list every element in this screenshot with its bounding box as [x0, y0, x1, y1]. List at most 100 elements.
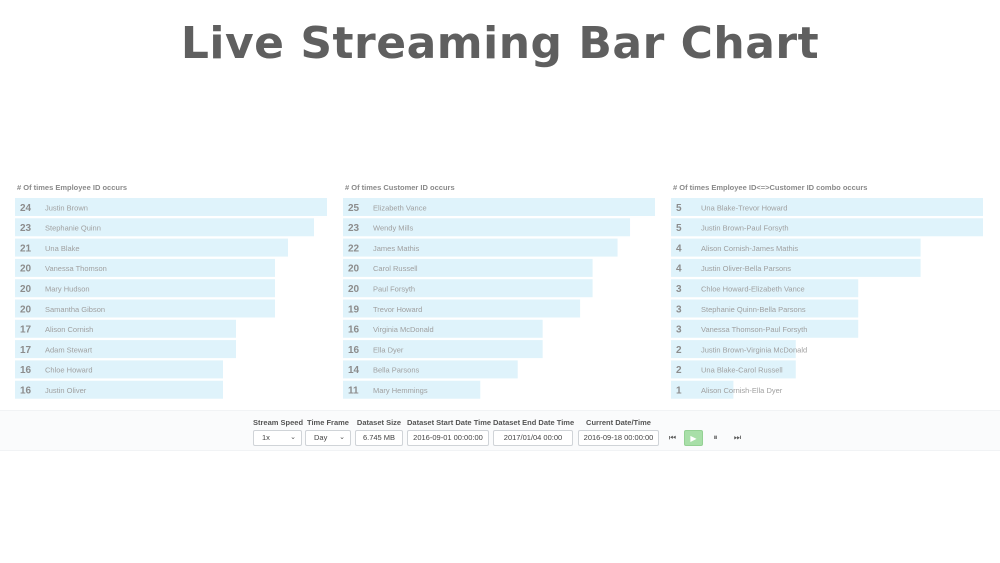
bar-value-label: 1 — [676, 386, 682, 397]
bar-value-label: 20 — [20, 264, 32, 275]
bar — [343, 319, 543, 338]
start-date-label: Dataset Start Date Time — [407, 418, 492, 427]
time-frame-group: Time Frame Day ⌄ — [305, 417, 351, 446]
time-frame-value: Day — [314, 433, 328, 442]
stream-speed-label: Stream Speed — [253, 418, 304, 427]
bar-category-label: Wendy Mills — [373, 224, 414, 233]
pause-button[interactable]: ⏸ — [706, 430, 725, 446]
skip-forward-button[interactable]: ⏭ — [728, 430, 747, 446]
bar — [15, 238, 288, 257]
bar-category-label: Trevor Howard — [373, 305, 422, 314]
dataset-size-value: 6.745 MB — [355, 430, 403, 446]
chart-employee-id: # Of times Employee ID occurs 24 Justin B… — [15, 180, 327, 402]
bar — [671, 340, 796, 359]
play-button[interactable]: ▶ — [684, 430, 703, 446]
current-date-group: Current Date/Time 2016-09-18 00:00:00 — [578, 417, 659, 446]
bar — [671, 380, 734, 399]
dataset-size-group: Dataset Size 6.745 MB — [355, 417, 403, 446]
bar — [671, 299, 859, 318]
bar-value-label: 16 — [20, 386, 32, 397]
bar — [343, 218, 631, 237]
bar-category-label: James Mathis — [373, 244, 420, 253]
bar — [15, 380, 223, 399]
bar-category-label: Bella Parsons — [373, 366, 420, 375]
bar-value-label: 23 — [348, 223, 360, 234]
bar-category-label: Paul Forsyth — [373, 285, 415, 294]
chart-title: # Of times Employee ID occurs — [17, 183, 128, 192]
current-date-label: Current Date/Time — [586, 418, 651, 427]
bar-category-label: Justin Brown — [45, 203, 88, 212]
bar-value-label: 19 — [348, 304, 360, 315]
bar-category-label: Una Blake — [45, 244, 80, 253]
chart-title: # Of times Customer ID occurs — [345, 183, 455, 192]
skip-forward-icon: ⏭ — [733, 433, 742, 442]
end-date-group: Dataset End Date Time 2017/01/04 00:00 — [493, 417, 574, 446]
chart-title: # Of times Employee ID<=>Customer ID com… — [673, 183, 868, 192]
bar — [671, 258, 921, 277]
bar — [671, 360, 796, 379]
bar-category-label: Justin Oliver — [45, 386, 87, 395]
time-frame-label: Time Frame — [307, 418, 349, 427]
bar-category-label: Samantha Gibson — [45, 305, 105, 314]
bar — [15, 198, 327, 216]
stream-controls-bar: Stream Speed 1x ⌄ Time Frame Day ⌄ Datas… — [0, 410, 1000, 451]
bar-value-label: 16 — [348, 325, 360, 336]
chevron-down-icon: ⌄ — [290, 434, 296, 441]
stream-speed-value: 1x — [262, 433, 270, 442]
bar-value-label: 2 — [676, 365, 682, 376]
bar — [343, 340, 543, 359]
bar-chart-employee-id: 24 Justin Brown 23 Stephanie Quinn 21 Una Bla… — [15, 198, 327, 399]
bar — [343, 279, 593, 298]
bar-value-label: 20 — [20, 304, 32, 315]
skip-back-icon: ⏮ — [668, 433, 677, 442]
bar — [671, 319, 859, 338]
bar — [15, 279, 275, 298]
start-date-value: 2016-09-01 00:00:00 — [407, 430, 489, 446]
bar-chart-customer-id: 25 Elizabeth Vance 23 Wendy Mills 22 James Ma… — [343, 198, 655, 399]
bar-value-label: 20 — [348, 264, 360, 275]
bar-category-label: Adam Stewart — [45, 345, 93, 354]
pause-icon: ⏸ — [713, 433, 718, 442]
bar-category-label: Una Blake-Carol Russell — [701, 366, 783, 375]
bar-category-label: Vanessa Thomson-Paul Forsyth — [701, 325, 807, 334]
play-icon: ▶ — [690, 434, 697, 443]
start-date-group: Dataset Start Date Time 2016-09-01 00:00… — [407, 417, 492, 446]
bar-value-label: 16 — [20, 365, 32, 376]
skip-back-button[interactable]: ⏮ — [663, 430, 682, 446]
bar — [15, 258, 275, 277]
bar — [15, 299, 275, 318]
bar-value-label: 4 — [676, 243, 682, 254]
bar-category-label: Alison Cornish-James Mathis — [701, 244, 798, 253]
bar — [343, 299, 581, 318]
bar — [671, 279, 859, 298]
bar-value-label: 16 — [348, 345, 360, 356]
bar — [343, 380, 481, 399]
bar-category-label: Carol Russell — [373, 264, 418, 273]
bar-value-label: 14 — [348, 365, 360, 376]
stream-speed-select[interactable]: 1x ⌄ — [253, 430, 302, 446]
bar-value-label: 3 — [676, 284, 682, 295]
bar — [343, 360, 518, 379]
bar — [15, 340, 236, 359]
bar-category-label: Elizabeth Vance — [373, 203, 427, 212]
bar-value-label: 23 — [20, 223, 32, 234]
bar-value-label: 21 — [20, 243, 32, 254]
bar-value-label: 2 — [676, 345, 682, 356]
bar-value-label: 5 — [676, 223, 682, 234]
bar — [671, 218, 983, 237]
chart-combo: # Of times Employee ID<=>Customer ID com… — [671, 180, 983, 402]
bar-chart-combo: 5 Una Blake-Trevor Howard 5 Justin Brown-Pa… — [671, 198, 983, 399]
bar-category-label: Alison Cornish — [45, 325, 93, 334]
page-title: Live Streaming Bar Chart — [180, 18, 820, 69]
bar-category-label: Mary Hemmings — [373, 386, 428, 395]
bar-category-label: Ella Dyer — [373, 345, 404, 354]
dataset-size-label: Dataset Size — [356, 418, 402, 427]
bar-category-label: Stephanie Quinn — [45, 224, 101, 233]
bar — [15, 360, 223, 379]
bar-value-label: 24 — [20, 203, 32, 214]
bar-category-label: Virginia McDonald — [373, 325, 434, 334]
bar — [15, 319, 236, 338]
bar-category-label: Justin Oliver-Bella Parsons — [701, 264, 791, 273]
time-frame-select[interactable]: Day ⌄ — [305, 430, 351, 446]
bar-category-label: Mary Hudson — [45, 285, 90, 294]
